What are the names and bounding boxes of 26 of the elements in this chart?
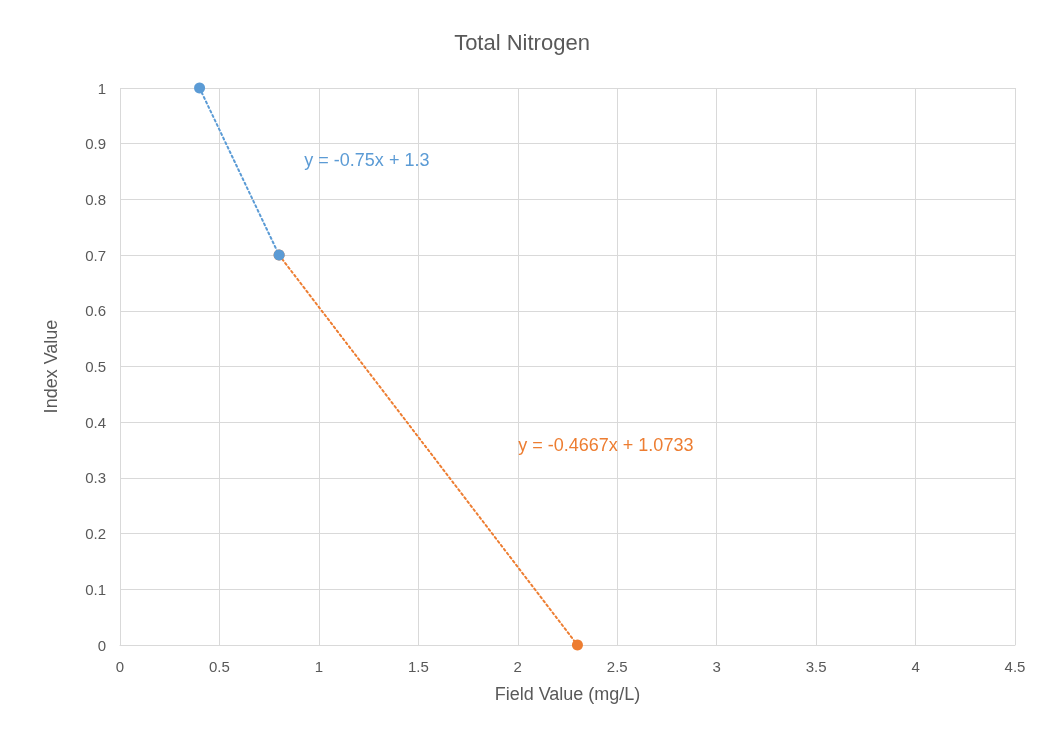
y-tick-label: 1	[97, 79, 106, 97]
y-axis-title: Index Value	[41, 319, 61, 414]
y-tick-label: 0.2	[85, 525, 106, 543]
x-tick-label: 3.5	[805, 658, 827, 675]
x-tick-label: 3	[712, 658, 721, 675]
y-tick-label: 0.6	[85, 302, 106, 320]
x-tick-label: 4.5	[1004, 658, 1026, 675]
x-tick-label: 1.5	[407, 658, 429, 675]
y-tick-label: 0.1	[85, 580, 106, 598]
y-tick-label: 0.9	[85, 135, 106, 153]
y-tick-label: 0.4	[85, 413, 106, 431]
x-tick-label: 2.5	[606, 658, 628, 675]
chart-title: Total Nitrogen	[454, 29, 590, 55]
x-tick-label: 0	[115, 658, 125, 675]
y-tick-label: 0.3	[85, 469, 106, 487]
annotation: y = -0.4667x + 1.0733	[518, 435, 694, 456]
annotation: y = -0.75x + 1.3	[304, 149, 430, 170]
x-tick-label: 2	[513, 658, 522, 675]
y-tick-label: 0.8	[85, 190, 106, 208]
x-tick-label: 1	[314, 658, 324, 675]
y-tick-label: 0	[97, 636, 106, 654]
x-axis-title: Field Value (mg/L)	[494, 684, 641, 704]
x-tick-label: 4	[911, 658, 920, 675]
y-tick-label: 0.7	[85, 246, 106, 264]
y-tick-label: 0.5	[85, 358, 106, 375]
x-tick-label: 0.5	[209, 658, 230, 675]
